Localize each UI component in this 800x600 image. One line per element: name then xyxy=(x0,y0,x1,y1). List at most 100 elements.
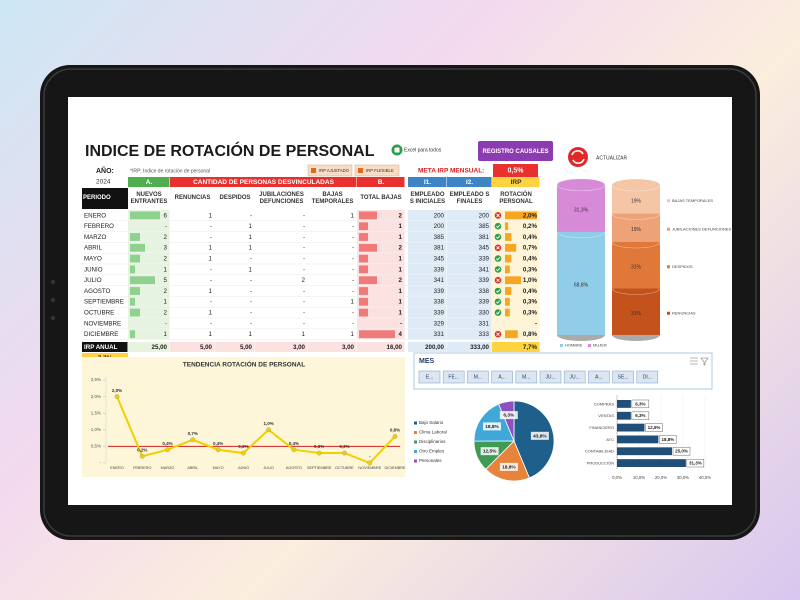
entrantes-bar xyxy=(130,297,135,306)
category-label: PRODUCCIÓN xyxy=(587,460,614,465)
slicer-button-label[interactable]: JU... xyxy=(545,375,555,381)
x-tick-label: 20,0% xyxy=(655,475,667,480)
slicer-button[interactable] xyxy=(467,370,489,384)
slicer-button[interactable] xyxy=(588,370,610,384)
legend-swatch xyxy=(414,450,417,453)
cell-value: - xyxy=(352,266,354,273)
point-label: - xyxy=(369,454,371,459)
x-tick-label: AGOSTO xyxy=(286,466,302,470)
icon-glyph xyxy=(496,300,501,304)
slicer-button[interactable] xyxy=(563,370,586,384)
slicer-title: MES xyxy=(419,358,435,365)
slicer-button[interactable] xyxy=(515,370,538,384)
cell-bg xyxy=(447,210,492,221)
slicer-button[interactable] xyxy=(442,370,465,384)
slicer-button-label[interactable]: FE... xyxy=(448,375,459,381)
rotation-bar xyxy=(505,233,512,241)
cell-value: 1 xyxy=(351,299,355,306)
slicer-button-label[interactable]: M... xyxy=(474,375,482,381)
cell-value: 1 xyxy=(399,234,403,241)
cell-value: 6 xyxy=(164,212,168,219)
slicer-button[interactable] xyxy=(636,370,659,384)
cell-value: 339 xyxy=(434,310,445,317)
irp-mode-button[interactable] xyxy=(307,164,353,177)
slicer-button-label[interactable]: E... xyxy=(426,375,434,381)
trend-point xyxy=(392,434,398,439)
ok-icon xyxy=(494,266,502,273)
cell-bg xyxy=(128,328,170,340)
bajas-bar xyxy=(359,308,368,317)
group-header xyxy=(128,177,170,187)
cell-value: 1 xyxy=(209,212,213,219)
cell-bg xyxy=(357,307,405,318)
group-header xyxy=(357,177,405,187)
hbar-label-box xyxy=(631,411,650,420)
entrantes-bar xyxy=(130,233,140,241)
rotation-bar xyxy=(505,276,521,285)
cell-bg xyxy=(492,253,540,264)
legend-swatch xyxy=(588,344,591,347)
slicer-button[interactable] xyxy=(418,370,441,384)
hbar-label: 31,3% xyxy=(689,461,702,466)
registro-button[interactable] xyxy=(478,141,553,161)
slicer-icons[interactable] xyxy=(690,357,709,366)
segment-label: 19% xyxy=(631,199,642,205)
legend-label: HOMBRE xyxy=(565,343,583,348)
refresh-label[interactable]: ACTUALIZAR xyxy=(596,155,628,161)
slicer-button[interactable] xyxy=(612,370,634,384)
pie-label-box xyxy=(499,411,518,420)
cell-value: 2 xyxy=(164,256,168,263)
entrantes-bar xyxy=(130,287,140,295)
cell-value: 1 xyxy=(209,256,213,263)
irp-mode-button[interactable] xyxy=(354,164,400,177)
cell-value: - xyxy=(303,310,305,317)
y-tick-label: 0,5% xyxy=(91,444,101,449)
segment-label: 31% xyxy=(631,311,642,317)
cell-bg xyxy=(408,220,447,232)
group-label: IRP xyxy=(511,179,523,186)
group-label: A. xyxy=(146,179,153,186)
cell-bg xyxy=(408,296,447,307)
column-header: DESPIDOS xyxy=(219,195,251,201)
rotation-bar xyxy=(505,265,510,274)
slicer-button-label[interactable]: A... xyxy=(498,375,506,381)
month-label: JUNIO xyxy=(84,266,103,273)
dashboard-title: INDICE DE ROTACIÓN DE PERSONAL xyxy=(85,141,375,160)
slicer-button-label[interactable]: DI... xyxy=(643,375,652,381)
slicer-button-label[interactable]: M... xyxy=(522,375,530,381)
cell-value: 4 xyxy=(399,331,403,338)
cell-value: 1 xyxy=(302,331,306,338)
cell-bg xyxy=(408,307,447,318)
total-cell xyxy=(215,342,255,352)
hbar xyxy=(617,459,686,467)
rotation-bar xyxy=(505,330,518,339)
slicer-button[interactable] xyxy=(539,370,562,384)
cell-bg xyxy=(408,264,447,275)
irp-mode-label[interactable]: IRP FLEXIBLE xyxy=(366,168,394,173)
pie-label-box xyxy=(530,431,549,440)
slicer-button-label[interactable]: SE... xyxy=(618,375,629,381)
irp-mode-label[interactable]: IRP AJUSTADO xyxy=(319,168,350,173)
line-panel xyxy=(82,357,405,477)
segment-label: 68,8% xyxy=(574,283,589,289)
group-header xyxy=(408,177,447,187)
cell-value: 1 xyxy=(209,245,213,252)
cell-bg xyxy=(128,307,170,318)
hbar xyxy=(617,400,631,408)
registro-label[interactable]: REGISTRO CAUSALES xyxy=(482,149,548,155)
cell-bg xyxy=(492,264,540,275)
line-chart-title: TENDENCIA ROTACIÓN DE PERSONAL xyxy=(183,360,305,369)
trend-point xyxy=(240,450,246,456)
cell-value: 1 xyxy=(164,299,168,306)
slicer-button-label[interactable]: A... xyxy=(595,375,603,381)
month-label: NOVIEMBRE xyxy=(84,320,121,327)
refresh-icon[interactable] xyxy=(568,147,588,167)
slicer-button[interactable] xyxy=(491,370,513,384)
cell-value: - xyxy=(165,223,167,230)
cell-bg xyxy=(128,220,170,232)
slicer-button-label[interactable]: JU... xyxy=(570,375,580,381)
cell-value: 381 xyxy=(479,234,490,241)
month-label: SEPTIEMBRE xyxy=(84,299,124,306)
cell-value: 339 xyxy=(434,266,445,273)
cell-bg xyxy=(408,318,447,329)
